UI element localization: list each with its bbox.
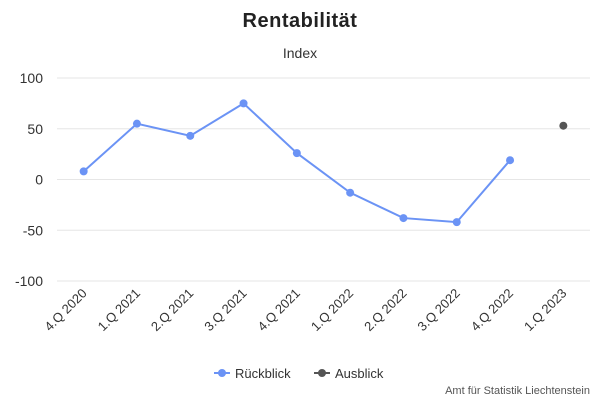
x-tick-label: 4.Q 2022 [468, 286, 516, 334]
data-point[interactable] [506, 156, 515, 165]
x-tick-label: 2.Q 2021 [148, 286, 196, 334]
legend-item[interactable]: Rückblick [214, 366, 291, 381]
x-tick-label: 4.Q 2021 [255, 286, 303, 334]
credits-text: Amt für Statistik Liechtenstein [445, 385, 590, 397]
chart-subtitle: Index [283, 45, 317, 61]
data-point[interactable] [292, 149, 301, 158]
data-point[interactable] [346, 188, 355, 197]
data-point[interactable] [132, 119, 141, 128]
y-tick-label: -100 [15, 273, 43, 289]
x-tick-label: 1.Q 2021 [95, 286, 143, 334]
y-axis-ticks: 100 50 0 -50 -100 [15, 70, 43, 289]
x-axis-ticks: 4.Q 2020 1.Q 2021 2.Q 2021 3.Q 2021 4.Q 2021… [41, 286, 569, 334]
grid-lines [57, 77, 590, 282]
y-tick-label: 50 [27, 121, 43, 137]
x-tick-label: 2.Q 2022 [361, 286, 409, 334]
y-tick-label: -50 [23, 222, 43, 238]
chart-title: Rentabilität [243, 10, 358, 32]
series-layer [79, 99, 568, 227]
x-tick-label: 1.Q 2023 [521, 286, 569, 334]
y-tick-label: 0 [35, 172, 43, 188]
data-point[interactable] [559, 121, 568, 130]
legend-marker-icon [318, 369, 326, 377]
series-1 [79, 99, 515, 227]
x-tick-label: 3.Q 2021 [201, 286, 249, 334]
data-point[interactable] [239, 99, 248, 108]
legend-label: Rückblick [235, 366, 291, 381]
data-point[interactable] [452, 218, 461, 227]
x-tick-label: 3.Q 2022 [414, 286, 462, 334]
legend-item[interactable]: Ausblick [314, 366, 384, 381]
legend: Rückblick Ausblick [214, 366, 384, 381]
data-point[interactable] [399, 214, 408, 223]
legend-label: Ausblick [335, 366, 384, 381]
series-line [82, 102, 511, 224]
legend-marker-icon [218, 369, 226, 377]
data-point[interactable] [79, 167, 88, 176]
x-tick-label: 4.Q 2020 [41, 286, 89, 334]
data-point[interactable] [186, 131, 195, 140]
x-tick-label: 1.Q 2022 [308, 286, 356, 334]
series-2 [559, 121, 568, 130]
y-tick-label: 100 [20, 70, 44, 86]
